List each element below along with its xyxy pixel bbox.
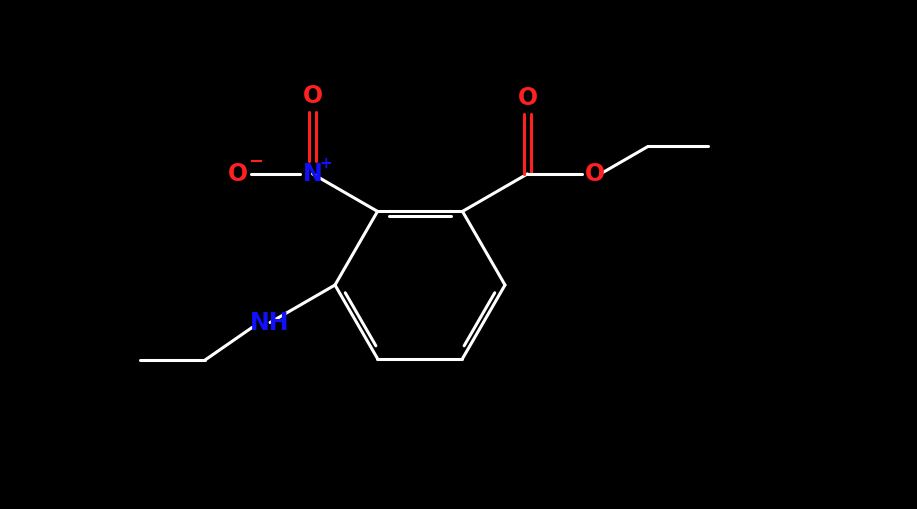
Text: −: − <box>249 153 264 171</box>
Text: O: O <box>584 162 604 186</box>
Text: O: O <box>517 86 537 110</box>
Text: O: O <box>303 84 323 108</box>
Text: N: N <box>303 162 323 186</box>
Text: NH: NH <box>250 310 290 334</box>
Text: O: O <box>227 162 248 186</box>
Text: +: + <box>319 156 332 172</box>
